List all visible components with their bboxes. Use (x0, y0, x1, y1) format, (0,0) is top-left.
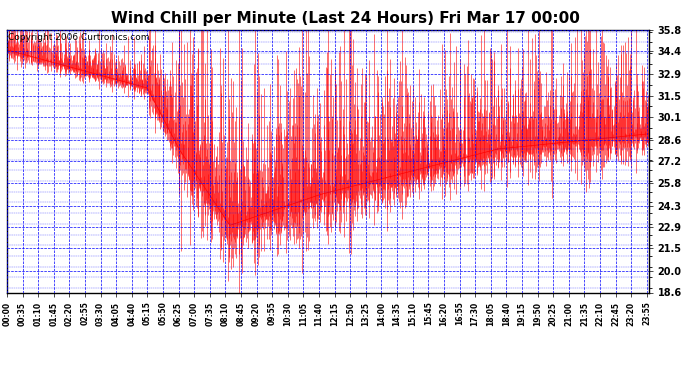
Text: Copyright 2006 Curtronics.com: Copyright 2006 Curtronics.com (8, 33, 150, 42)
Text: Wind Chill per Minute (Last 24 Hours) Fri Mar 17 00:00: Wind Chill per Minute (Last 24 Hours) Fr… (110, 11, 580, 26)
